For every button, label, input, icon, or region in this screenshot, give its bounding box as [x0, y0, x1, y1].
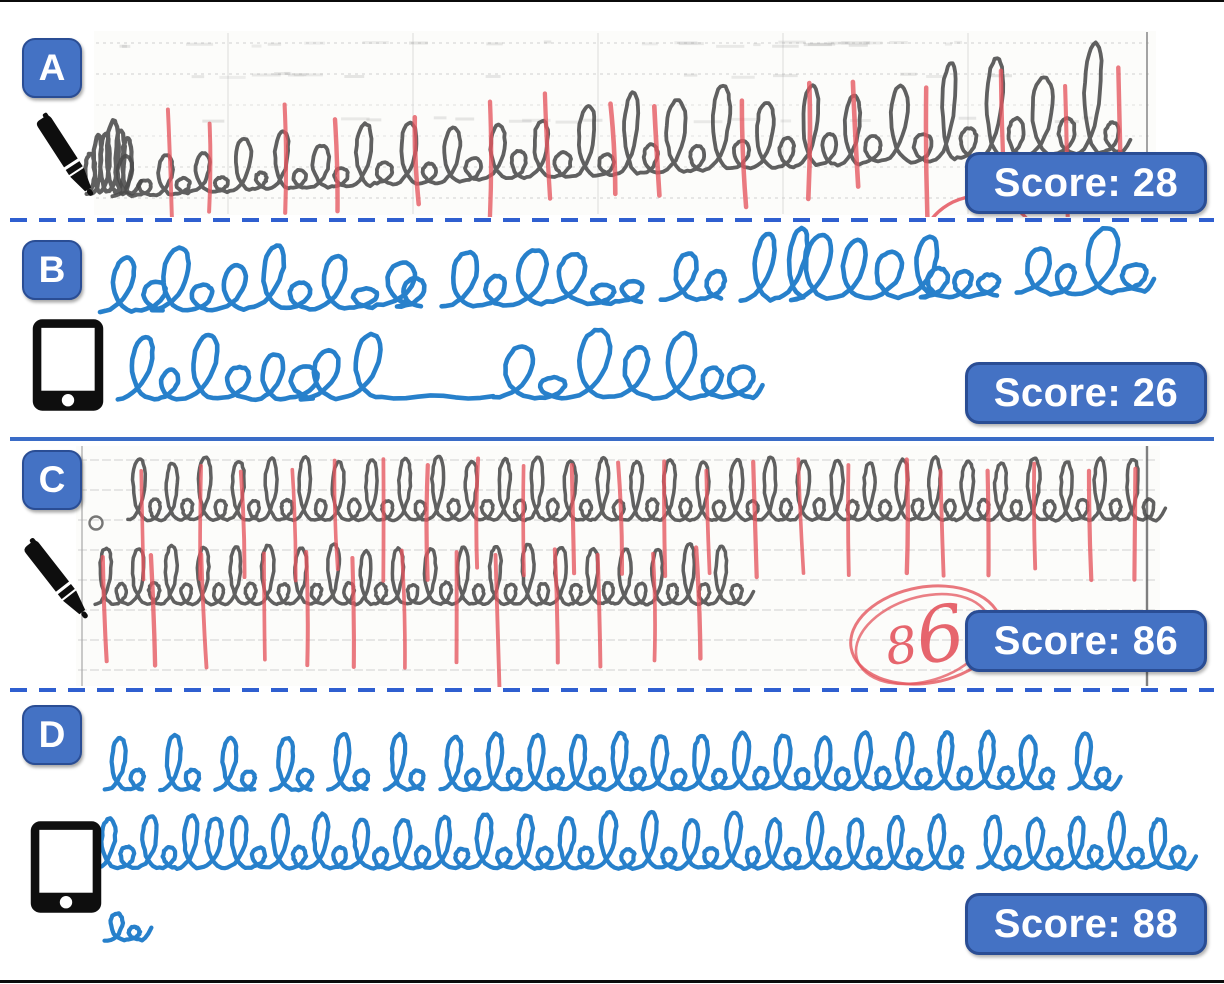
separator-dashed-c-d — [10, 688, 1214, 692]
score-text-a: Score: 28 — [993, 160, 1179, 205]
tablet-icon-graphic — [32, 319, 104, 411]
panel-d-ink — [93, 729, 1199, 943]
pen-icon-graphic — [24, 537, 88, 619]
score-text-d: Score: 88 — [993, 901, 1179, 946]
panel-label-b: B — [22, 240, 82, 300]
pen-icon — [6, 524, 110, 642]
score-badge-d: Score: 88 — [965, 893, 1207, 955]
panel-label-d-text: D — [38, 714, 66, 755]
panel-label-a-text: A — [38, 47, 66, 88]
panel-a-ink — [83, 31, 1156, 217]
figure-top-border — [0, 0, 1224, 2]
separator-dashed-a-b — [10, 218, 1214, 222]
panel-label-a: A — [22, 38, 82, 98]
score-text-b: Score: 26 — [993, 370, 1179, 415]
pen-icon-graphic — [36, 112, 94, 196]
score-badge-a: Score: 28 — [965, 152, 1207, 214]
panel-label-c: C — [22, 450, 82, 510]
separator-solid-b-c — [10, 437, 1214, 441]
handwritten-grade-annotation: 86 — [878, 587, 971, 687]
panel-b-ink — [97, 225, 1157, 403]
tablet-icon-graphic — [30, 821, 102, 913]
panel-label-c-text: C — [38, 459, 66, 500]
panel-label-d: D — [22, 705, 82, 765]
score-badge-b: Score: 26 — [965, 362, 1207, 424]
tablet-icon — [28, 316, 108, 414]
tablet-icon — [26, 818, 106, 916]
score-badge-c: Score: 86 — [965, 610, 1207, 672]
figure-bottom-border — [0, 980, 1224, 983]
panel-label-b-text: B — [38, 249, 66, 290]
panel-c-ink: 86 — [76, 446, 1168, 687]
pen-icon — [16, 108, 118, 210]
score-text-c: Score: 86 — [993, 618, 1179, 663]
